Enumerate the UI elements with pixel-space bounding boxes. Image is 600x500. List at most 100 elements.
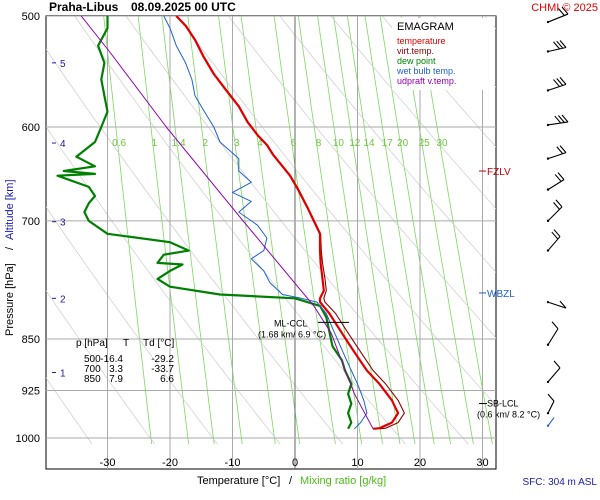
ml-ccl-detail: (1.68 km/ 6.9 °C)	[258, 329, 326, 339]
legend-box	[392, 18, 494, 90]
mixing-ratio-label: 8	[316, 138, 322, 149]
table-header: p [hPa]	[76, 338, 108, 349]
dry-adiabat	[74, 16, 406, 445]
mixing-ratio-label: 17	[382, 138, 394, 149]
mixing-ratio-label: 4	[257, 138, 263, 149]
mixing-ratio-label: 6	[291, 138, 297, 149]
series-temperature	[175, 16, 400, 430]
wind-barb-flag	[553, 202, 560, 210]
legend-entry: udpraft v.temp.	[397, 76, 456, 86]
y-axis-title-separator: /	[4, 246, 16, 250]
x-tick-labels: -30 -20 -10 0 10 20 30	[100, 457, 489, 469]
wind-barb-base	[546, 300, 550, 304]
dry-adiabat	[564, 0, 600, 444]
dry-adiabat	[514, 0, 600, 444]
mixing-ratio-line	[161, 16, 215, 445]
station-title: Praha-Libus	[49, 0, 119, 14]
mixing-ratio-line	[333, 16, 401, 445]
table-cell: 7.9	[109, 374, 123, 385]
dry-adiabat	[46, 48, 344, 445]
wind-barb-flag	[559, 40, 567, 48]
mixing-ratio-line	[273, 16, 336, 445]
wind-barbs	[546, 6, 569, 427]
mixing-ratio-line	[379, 16, 451, 445]
table-cell: 850	[84, 374, 101, 385]
mixing-ratio-line	[317, 16, 383, 445]
dry-adiabat	[46, 290, 156, 445]
wind-barb	[547, 152, 567, 160]
y-axis-title-pressure: Pressure [hPa]	[4, 263, 16, 336]
x-tick-label: 10	[351, 457, 363, 469]
wind-barb-flag	[553, 360, 561, 369]
level-markers: FZLV WBZL ML-CCL(1.68 km/ 6.9 °C) SB-LCL(0.…	[258, 167, 540, 420]
table-header: Td [°C]	[143, 338, 174, 349]
surface-info: SFC: 304 m ASL	[523, 477, 598, 488]
wind-barb-base	[546, 249, 550, 252]
mixing-ratio-label: 20	[397, 138, 409, 149]
wind-barb-base	[546, 50, 550, 53]
altitude-tick-label: 1	[60, 369, 66, 380]
dry-adiabat	[176, 16, 496, 407]
mixing-ratio-label: 3	[234, 138, 240, 149]
dry-adiabat	[46, 126, 281, 445]
x-tick-label: -10	[225, 457, 241, 469]
series-wet-bulb-temp	[163, 16, 368, 430]
wind-barb	[547, 13, 569, 23]
x-tick-label: -20	[162, 457, 178, 469]
mixing-ratio-label: 2	[202, 138, 208, 149]
x-tick-label: 0	[292, 457, 298, 469]
pressure-tick-label: 1000	[16, 433, 40, 445]
wind-barb-flag	[553, 41, 560, 50]
mixing-ratio-lines	[103, 16, 493, 445]
mixing-ratio-line	[103, 16, 153, 445]
profile-series	[56, 16, 405, 430]
wind-barb-flag	[554, 174, 562, 182]
pressure-tick-label: 600	[22, 122, 40, 134]
dry-adiabat	[381, 16, 496, 148]
mixing-ratio-label: 10	[333, 138, 345, 149]
mixing-ratio-label: 14	[363, 138, 375, 149]
mixing-ratio-line	[400, 16, 474, 445]
wind-barb-base	[546, 20, 550, 24]
wind-barb-flag	[557, 172, 565, 180]
wind-barb	[547, 83, 567, 91]
mixing-ratio-line	[346, 16, 416, 445]
dry-adiabat	[330, 16, 496, 210]
mixing-ratio-line	[137, 16, 190, 445]
table-cell: -29.2	[151, 354, 174, 365]
table-cell: 3.3	[109, 364, 123, 375]
pressure-tick-label: 700	[22, 216, 40, 228]
legend-entry: temperature	[397, 36, 446, 46]
chart-title: EMAGRAM	[397, 21, 454, 33]
pressure-tick-label: 500	[22, 11, 40, 23]
x-tick-label: 30	[476, 457, 488, 469]
wind-barb	[547, 179, 565, 191]
wind-barb-base	[546, 89, 550, 92]
wind-barb-flag	[556, 40, 564, 49]
y-axis-title-altitude: Altitude [km]	[4, 179, 16, 240]
series-udpraft-v-temp	[80, 16, 374, 430]
wind-barb	[547, 417, 555, 427]
dry-adiabat	[279, 16, 496, 273]
wind-barb-flag	[551, 231, 559, 240]
table-cell: 700	[84, 364, 101, 375]
mixing-ratio-label: 25	[419, 138, 431, 149]
altitude-tick-label: 3	[60, 218, 66, 229]
wind-barb-flag	[553, 79, 560, 87]
level-marker-label: WBZL	[487, 289, 515, 300]
wind-barb-flag	[561, 6, 569, 15]
table-header: T	[123, 338, 129, 349]
x-tick-label: -30	[100, 457, 116, 469]
wind-barb-flag	[554, 115, 562, 124]
wind-barb-base	[546, 157, 550, 160]
wind-barb-flag	[553, 229, 561, 237]
wind-barb-flag	[559, 77, 567, 85]
wind-barb-flag	[556, 78, 564, 86]
wind-barb-flag	[556, 146, 564, 155]
dry-adiabat	[228, 16, 496, 339]
sb-lcl-title: SB-LCL	[487, 399, 519, 409]
x-tick-label: 20	[414, 457, 426, 469]
table-cell: 500	[84, 354, 101, 365]
pressure-tick-label: 850	[22, 334, 40, 346]
